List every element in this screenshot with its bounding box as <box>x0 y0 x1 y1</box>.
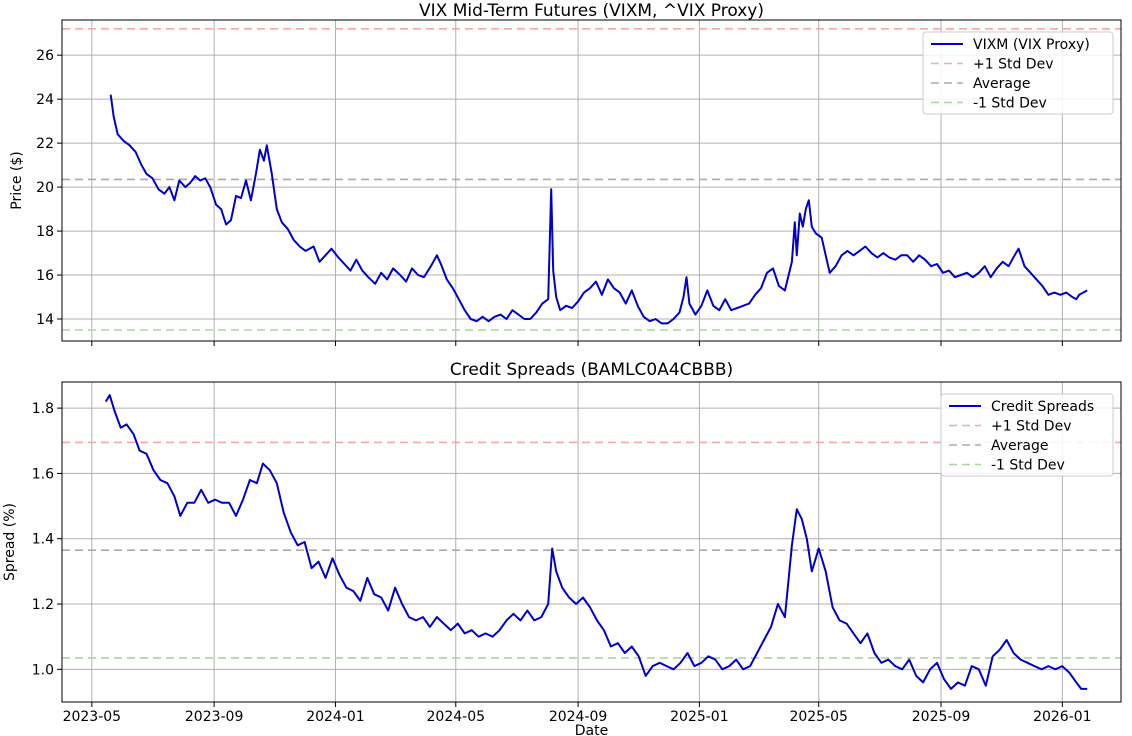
legend-entry: Average <box>991 438 1049 454</box>
y-tick-label: 16 <box>36 268 54 284</box>
legend-entry: Average <box>973 76 1031 92</box>
legend-box <box>940 393 1114 477</box>
y-tick-label: 26 <box>36 48 54 64</box>
y-tick-label: 1.2 <box>32 597 54 613</box>
legend: Credit Spreads +1 Std Dev Average -1 Std De… <box>940 393 1114 477</box>
legend-entry: -1 Std Dev <box>991 458 1065 474</box>
x-tick-label: 2025-09 <box>912 709 971 725</box>
y-tick-label: 1.8 <box>32 401 54 417</box>
plot-frame <box>61 19 1122 342</box>
y-tick-label: 22 <box>36 136 54 152</box>
x-tick-label: 2024-01 <box>306 709 365 725</box>
legend-entry: +1 Std Dev <box>991 419 1071 435</box>
y-tick-label: 1.4 <box>32 532 54 548</box>
y-tick-label: 1.6 <box>32 466 54 482</box>
credit-spread-chart-panel: Credit Spreads (BAMLC0A4CBBB) 2023-05 2023… <box>2 360 1122 736</box>
x-tick-label: 2024-05 <box>427 709 486 725</box>
y-tick-label: 20 <box>36 180 54 196</box>
y-axis-label: Spread (%) <box>2 503 18 581</box>
legend: VIXM (VIX Proxy) +1 Std Dev Average -1 Std … <box>922 31 1114 115</box>
plot-frame <box>61 381 1122 703</box>
legend-entry: VIXM (VIX Proxy) <box>973 37 1090 53</box>
x-tick-label: 2023-09 <box>185 709 244 725</box>
vix-chart-panel: VIX Mid-Term Futures (VIXM, ^VIX Proxy) 1… <box>9 1 1122 346</box>
legend-entry: Credit Spreads <box>991 399 1094 415</box>
x-tick-label: 2026-01 <box>1033 709 1092 725</box>
legend-box <box>922 31 1114 115</box>
chart-title: VIX Mid-Term Futures (VIXM, ^VIX Proxy) <box>419 1 764 21</box>
x-tick-label: 2023-05 <box>63 709 122 725</box>
y-tick-label: 1.0 <box>32 662 54 678</box>
x-tick-label: 2025-01 <box>670 709 729 725</box>
x-axis-label: Date <box>575 723 608 736</box>
y-tick-label: 14 <box>36 312 54 328</box>
y-tick-label: 18 <box>36 224 54 240</box>
x-tick-label: 2025-05 <box>789 709 848 725</box>
chart-title: Credit Spreads (BAMLC0A4CBBB) <box>450 360 733 380</box>
legend-entry: +1 Std Dev <box>973 57 1053 73</box>
legend-entry: -1 Std Dev <box>973 96 1047 112</box>
y-tick-label: 24 <box>36 92 54 108</box>
series-line <box>104 394 1088 690</box>
y-axis-label: Price ($) <box>9 151 25 209</box>
series-line <box>109 94 1088 325</box>
x-tick-label: 2024-09 <box>549 709 608 725</box>
